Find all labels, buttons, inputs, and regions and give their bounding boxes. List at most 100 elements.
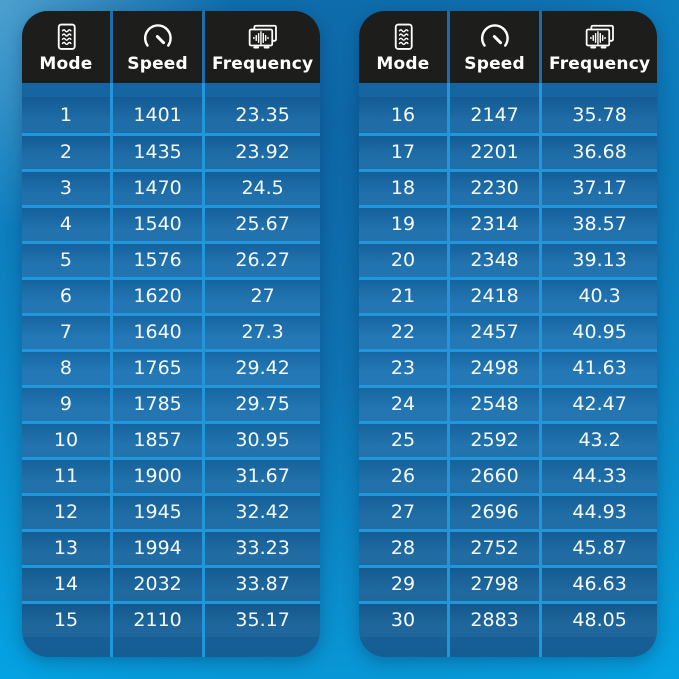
frequency-cell: 26.27 bbox=[202, 244, 320, 277]
table-row: 24 2548 42.47 bbox=[359, 385, 657, 421]
table-body-left: 1 1401 23.35 2 1435 23.92 3 1470 24.5 4 1540 25.67 5… bbox=[22, 83, 320, 657]
column-header-label: Mode bbox=[39, 53, 93, 74]
mode-cell: 18 bbox=[359, 172, 447, 205]
mode-cell: 11 bbox=[22, 460, 110, 493]
speed-cell: 2498 bbox=[446, 352, 540, 385]
table-row: 18 2230 37.17 bbox=[359, 169, 657, 205]
frequency-cell: 48.05 bbox=[539, 604, 657, 637]
mode-cell: 21 bbox=[359, 280, 447, 313]
table-row: 14 2032 33.87 bbox=[22, 565, 320, 601]
mode-cell: 20 bbox=[359, 244, 447, 277]
mode-cell: 16 bbox=[359, 97, 447, 133]
frequency-cell: 37.17 bbox=[539, 172, 657, 205]
frequency-cell: 33.87 bbox=[202, 568, 320, 601]
mode-cell: 1 bbox=[22, 97, 110, 133]
speed-cell: 2032 bbox=[109, 568, 203, 601]
table-row: 29 2798 46.63 bbox=[359, 565, 657, 601]
table-header: Mode Speed bbox=[359, 11, 657, 83]
mode-cell: 15 bbox=[22, 604, 110, 637]
mode-cell: 25 bbox=[359, 424, 447, 457]
column-header-label: Frequency bbox=[211, 53, 314, 74]
speed-cell: 2348 bbox=[446, 244, 540, 277]
speed-cell: 1857 bbox=[109, 424, 203, 457]
table-row: 27 2696 44.93 bbox=[359, 493, 657, 529]
mode-cell: 23 bbox=[359, 352, 447, 385]
mode-cell: 12 bbox=[22, 496, 110, 529]
mode-cell: 5 bbox=[22, 244, 110, 277]
speed-cell: 2883 bbox=[446, 604, 540, 637]
document-icon bbox=[389, 22, 418, 54]
table-row: 16 2147 35.78 bbox=[359, 97, 657, 133]
frequency-cell: 24.5 bbox=[202, 172, 320, 205]
table-row: 11 1900 31.67 bbox=[22, 457, 320, 493]
table-header: Mode Speed bbox=[22, 11, 320, 83]
speed-cell: 2592 bbox=[446, 424, 540, 457]
speed-cell: 2314 bbox=[446, 208, 540, 241]
speed-cell: 2110 bbox=[109, 604, 203, 637]
table-row: 5 1576 26.27 bbox=[22, 241, 320, 277]
frequency-cell: 43.2 bbox=[539, 424, 657, 457]
table-row: 25 2592 43.2 bbox=[359, 421, 657, 457]
mode-cell: 30 bbox=[359, 604, 447, 637]
speed-cell: 1435 bbox=[109, 136, 203, 169]
table-row: 1 1401 23.35 bbox=[22, 97, 320, 133]
table-row: 28 2752 45.87 bbox=[359, 529, 657, 565]
table-top-spacer bbox=[22, 83, 320, 97]
mode-cell: 4 bbox=[22, 208, 110, 241]
mode-cell: 14 bbox=[22, 568, 110, 601]
mode-cell: 8 bbox=[22, 352, 110, 385]
mode-cell: 13 bbox=[22, 532, 110, 565]
speed-cell: 1945 bbox=[109, 496, 203, 529]
mode-cell: 7 bbox=[22, 316, 110, 349]
table-row: 23 2498 41.63 bbox=[359, 349, 657, 385]
column-header-label: Frequency bbox=[548, 53, 651, 74]
table-row: 30 2883 48.05 bbox=[359, 601, 657, 637]
frequency-cell: 44.33 bbox=[539, 460, 657, 493]
mode-cell: 6 bbox=[22, 280, 110, 313]
table-row: 10 1857 30.95 bbox=[22, 421, 320, 457]
frequency-cell: 23.92 bbox=[202, 136, 320, 169]
column-header-mode: Mode bbox=[22, 11, 110, 83]
frequency-cell: 27.3 bbox=[202, 316, 320, 349]
speed-cell: 1620 bbox=[109, 280, 203, 313]
speed-cell: 1576 bbox=[109, 244, 203, 277]
speed-cell: 1765 bbox=[109, 352, 203, 385]
speed-cell: 2696 bbox=[446, 496, 540, 529]
frequency-cell: 40.3 bbox=[539, 280, 657, 313]
mode-cell: 28 bbox=[359, 532, 447, 565]
frequency-cell: 29.42 bbox=[202, 352, 320, 385]
column-header-frequency: Frequency bbox=[539, 11, 657, 83]
speedometer-icon bbox=[477, 22, 513, 54]
mode-cell: 17 bbox=[359, 136, 447, 169]
table-top-spacer bbox=[359, 83, 657, 97]
mode-cell: 29 bbox=[359, 568, 447, 601]
frequency-cell: 32.42 bbox=[202, 496, 320, 529]
table-row: 20 2348 39.13 bbox=[359, 241, 657, 277]
mode-cell: 24 bbox=[359, 388, 447, 421]
table-row: 3 1470 24.5 bbox=[22, 169, 320, 205]
frequency-cell: 45.87 bbox=[539, 532, 657, 565]
speed-cell: 2230 bbox=[446, 172, 540, 205]
frequency-cell: 25.67 bbox=[202, 208, 320, 241]
table-bottom-spacer bbox=[359, 637, 657, 657]
mode-cell: 22 bbox=[359, 316, 447, 349]
column-header-label: Speed bbox=[127, 53, 188, 74]
column-header-label: Speed bbox=[464, 53, 525, 74]
frequency-monitor-icon bbox=[581, 22, 619, 54]
frequency-cell: 44.93 bbox=[539, 496, 657, 529]
speed-cell: 2660 bbox=[446, 460, 540, 493]
frequency-cell: 29.75 bbox=[202, 388, 320, 421]
speed-cell: 2798 bbox=[446, 568, 540, 601]
mode-cell: 26 bbox=[359, 460, 447, 493]
table-row: 8 1765 29.42 bbox=[22, 349, 320, 385]
table-row: 22 2457 40.95 bbox=[359, 313, 657, 349]
frequency-cell: 39.13 bbox=[539, 244, 657, 277]
table-body-right: 16 2147 35.78 17 2201 36.68 18 2230 37.17 19 2314 3… bbox=[359, 83, 657, 657]
speed-cell: 2418 bbox=[446, 280, 540, 313]
speed-cell: 1994 bbox=[109, 532, 203, 565]
speedometer-icon bbox=[140, 22, 176, 54]
speed-cell: 1900 bbox=[109, 460, 203, 493]
table-row: 7 1640 27.3 bbox=[22, 313, 320, 349]
frequency-cell: 40.95 bbox=[539, 316, 657, 349]
